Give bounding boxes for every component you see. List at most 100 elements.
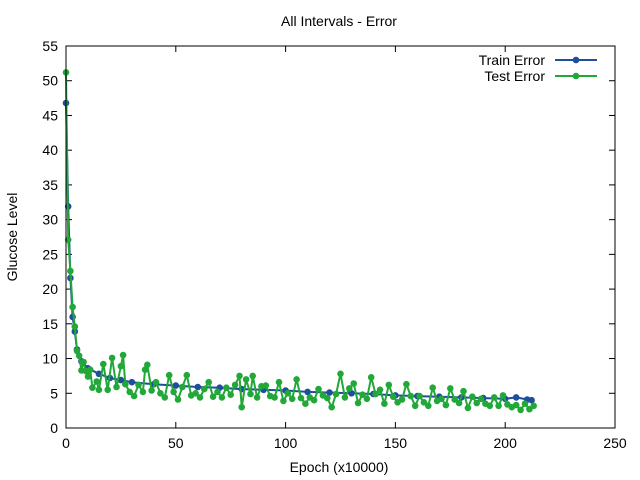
data-point — [223, 384, 230, 392]
data-point — [530, 402, 537, 410]
data-point — [490, 394, 498, 401]
legend-label: Train Error — [479, 52, 546, 68]
data-point — [89, 384, 96, 392]
chart-title: All Intervals - Error — [281, 13, 397, 29]
plot-frame — [65, 45, 616, 429]
data-point — [332, 390, 340, 398]
data-point — [69, 303, 76, 311]
data-point — [341, 394, 349, 401]
data-point — [122, 380, 129, 388]
data-point — [253, 394, 261, 401]
data-point — [398, 396, 406, 403]
x-tick-label: 150 — [384, 435, 408, 451]
y-tick-label: 20 — [42, 281, 58, 297]
data-point — [231, 381, 239, 389]
x-tick-label: 100 — [274, 435, 298, 451]
y-tick-label: 5 — [50, 385, 58, 401]
data-point — [346, 385, 353, 392]
y-tick-label: 10 — [42, 351, 58, 367]
data-point — [464, 404, 472, 412]
data-point — [447, 385, 454, 392]
data-point — [100, 360, 107, 368]
data-point — [359, 391, 366, 399]
x-tick-label: 50 — [168, 435, 184, 451]
data-point — [93, 378, 100, 385]
data-point — [284, 390, 292, 397]
data-point — [113, 383, 120, 391]
data-point — [455, 399, 463, 407]
y-tick-label: 15 — [42, 316, 58, 332]
y-tick-label: 45 — [42, 107, 58, 123]
data-point — [337, 370, 344, 378]
data-point — [451, 396, 459, 403]
data-point — [275, 378, 283, 386]
y-tick-label: 0 — [50, 420, 58, 436]
data-point — [302, 400, 309, 408]
data-point — [521, 400, 529, 408]
data-point — [416, 392, 423, 400]
data-point — [381, 400, 388, 408]
data-point — [218, 394, 226, 401]
data-point — [117, 362, 125, 370]
data-point — [148, 387, 155, 394]
data-point — [249, 372, 256, 380]
data-point — [126, 388, 133, 396]
data-point — [247, 390, 254, 398]
data-point — [495, 402, 502, 410]
data-point — [174, 396, 182, 403]
legend-swatch-marker — [572, 56, 580, 64]
data-point — [315, 385, 322, 393]
data-point — [350, 380, 358, 387]
data-point — [108, 354, 116, 362]
data-point — [512, 401, 520, 409]
data-point — [473, 399, 481, 407]
data-point — [288, 395, 296, 403]
data-point — [205, 378, 212, 386]
data-point — [71, 323, 79, 330]
data-point — [403, 380, 410, 388]
data-point — [438, 395, 445, 403]
data-point — [86, 366, 94, 374]
x-tick-label: 200 — [494, 435, 518, 451]
data-point — [324, 394, 331, 402]
x-tick-label: 0 — [62, 435, 70, 451]
data-point — [238, 403, 245, 411]
data-point — [280, 397, 287, 405]
data-point — [161, 394, 169, 401]
data-point — [242, 376, 250, 383]
y-tick-label: 55 — [42, 38, 58, 54]
x-tick-label: 250 — [603, 435, 627, 451]
data-point — [293, 376, 300, 383]
data-point — [460, 387, 467, 395]
axis-ticks: 0 50 100 150 200 250 0 5 10 15 20 25 30 35 40 45 50 55 — [42, 38, 626, 451]
data-point — [135, 381, 142, 389]
plot-area — [62, 69, 537, 414]
data-point — [236, 372, 243, 380]
data-point — [297, 394, 305, 402]
data-point — [194, 383, 202, 391]
data-point — [429, 384, 437, 392]
data-point — [469, 393, 476, 401]
data-point — [367, 374, 375, 381]
data-point — [119, 351, 127, 359]
data-point — [183, 371, 191, 379]
data-point — [67, 267, 74, 275]
data-point — [172, 382, 180, 389]
data-point — [528, 396, 535, 404]
data-point — [517, 406, 524, 414]
data-point — [354, 399, 362, 407]
data-point — [407, 392, 415, 400]
legend-swatch-marker — [572, 72, 580, 80]
data-point — [179, 383, 186, 391]
x-axis-label: Epoch (x10000) — [290, 459, 389, 475]
data-point — [139, 388, 147, 396]
data-point — [499, 392, 507, 399]
data-point — [372, 390, 379, 398]
data-point — [64, 236, 72, 244]
data-point — [95, 386, 103, 394]
data-point — [389, 393, 397, 401]
data-point — [209, 393, 217, 401]
data-point — [84, 373, 92, 380]
